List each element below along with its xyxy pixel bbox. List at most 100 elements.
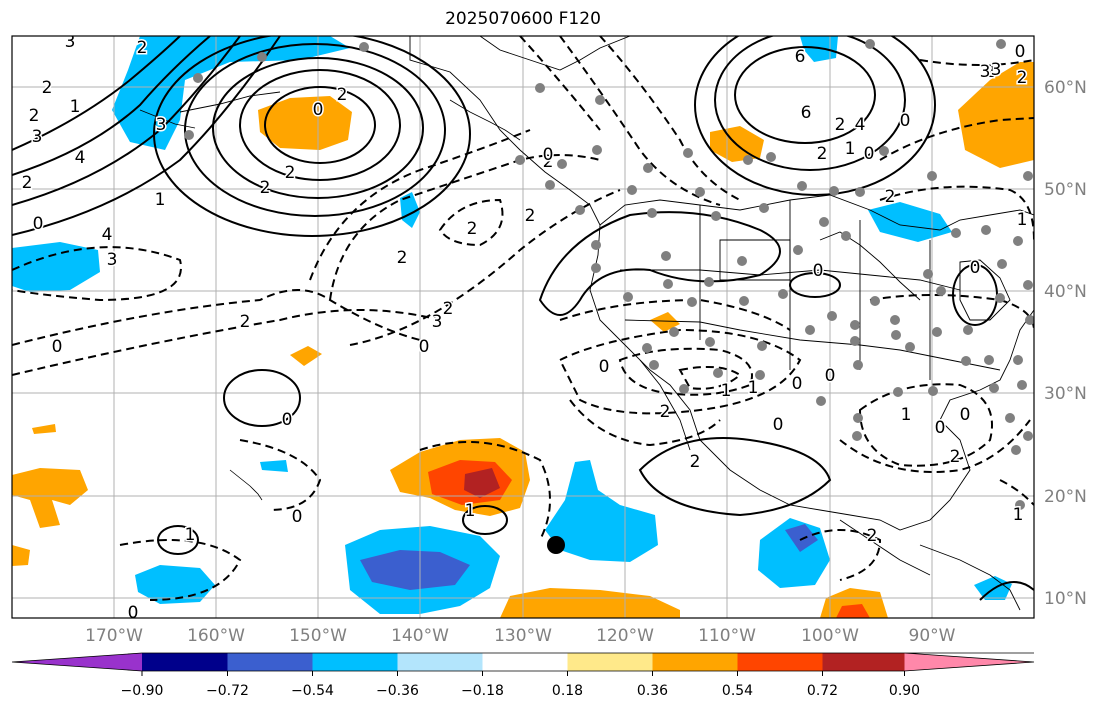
- negative-anomaly-area: [785, 524, 818, 552]
- contour-label: 2: [260, 178, 271, 198]
- negative-anomaly-area: [12, 242, 100, 292]
- colorbar-tick-label: 0.90: [888, 683, 921, 699]
- colorbar-tick-label: −0.36: [376, 683, 419, 699]
- colorbar-overflow-arrow: [904, 653, 1034, 671]
- positive-anomaly-area: [290, 346, 322, 366]
- contour-label: 0: [282, 410, 293, 430]
- contour-label: 2: [660, 402, 671, 422]
- contour-label: 0: [825, 366, 836, 386]
- colorbar-segment: [567, 653, 653, 671]
- colorbar-tick-label: −0.54: [291, 683, 334, 699]
- lon-label: 120°W: [596, 626, 654, 646]
- contour-label: 0: [773, 415, 784, 435]
- contour-label: 2: [22, 173, 33, 193]
- negative-contours: [12, 36, 1034, 601]
- negative-anomaly-area: [260, 460, 288, 472]
- colorbar-tick-label: 0.72: [806, 683, 839, 699]
- contour-label: 1: [465, 501, 476, 521]
- positive-anomaly-area: [258, 96, 352, 150]
- contour-label: 2: [817, 144, 828, 164]
- colorbar-tick-label: 0.18: [551, 683, 584, 699]
- contour-label: 1: [845, 139, 856, 159]
- lon-label: 100°W: [801, 626, 859, 646]
- contour-label: 2: [240, 312, 251, 332]
- negative-anomaly-area: [545, 460, 658, 562]
- colorbar-segment: [227, 653, 313, 671]
- contour-label: 6: [801, 103, 812, 123]
- negative-anomaly-area: [868, 202, 952, 242]
- colorbar-tick-label: −0.90: [120, 683, 164, 699]
- lat-label: 20°N: [1044, 487, 1087, 507]
- lat-label: 50°N: [1044, 180, 1087, 200]
- contour-label: 2: [285, 163, 296, 183]
- positive-anomaly-area: [958, 62, 1034, 168]
- contour-label: 0: [419, 337, 430, 357]
- negative-anomaly-area: [112, 36, 350, 150]
- contour-label: 2: [543, 152, 554, 172]
- contour-label: 2: [443, 299, 454, 319]
- colorbar-segment: [482, 653, 568, 671]
- positive-anomaly-area: [836, 604, 870, 618]
- contour-label: 4: [75, 148, 86, 168]
- colorbar-tick-label: −0.18: [461, 683, 504, 699]
- coastlines: [179, 36, 1034, 611]
- contour-label: 0: [543, 145, 554, 165]
- anomaly-fills: [12, 36, 1034, 618]
- lon-label: 170°W: [85, 626, 143, 646]
- colorbar-tick-label: −0.72: [206, 683, 249, 699]
- lon-label: 90°W: [908, 626, 956, 646]
- lat-label: 60°N: [1044, 78, 1087, 98]
- contour-label: 2: [950, 447, 961, 467]
- contour-label: 0: [599, 357, 610, 377]
- contour-label: 0: [292, 507, 303, 527]
- colorbar-tick-label: 0.54: [721, 683, 754, 699]
- lat-label: 10°N: [1044, 589, 1087, 609]
- contour-label: 0: [970, 258, 981, 278]
- contour-label: 0: [52, 337, 63, 357]
- storm-position-marker: [547, 536, 565, 554]
- contour-label: 2: [1017, 68, 1028, 88]
- contour-label: 0: [33, 214, 44, 234]
- contour-label: 1: [721, 381, 732, 401]
- contour-label: 1: [1017, 210, 1028, 230]
- contour-label: 0: [813, 261, 824, 281]
- contour-label: 2: [42, 78, 53, 98]
- positive-anomaly-area: [12, 545, 30, 566]
- positive-anomaly-area: [32, 424, 56, 434]
- contour-label: 4: [855, 115, 866, 135]
- contour-label: 2: [29, 106, 40, 126]
- contour-label: 0: [313, 100, 324, 120]
- contour-label: 0: [960, 405, 971, 425]
- contour-label: 3: [32, 127, 43, 147]
- contour-label: 0: [792, 374, 803, 394]
- contour-label: 2: [525, 206, 536, 226]
- colorbar-tick-label: 0.36: [636, 683, 669, 699]
- contour-label: 2: [690, 452, 701, 472]
- positive-anomaly-area: [12, 468, 88, 528]
- contour-label: 1: [748, 378, 759, 398]
- contour-label: 0: [128, 603, 139, 623]
- colorbar-segment: [312, 653, 398, 671]
- colorbar-segment: [822, 653, 905, 671]
- contour-label: 2: [885, 187, 896, 207]
- contour-label: 3: [432, 312, 443, 332]
- positive-anomaly-area: [820, 588, 888, 618]
- negative-anomaly-area: [400, 192, 420, 228]
- positive-contours: [12, 36, 1034, 601]
- contour-label: 2: [835, 115, 846, 135]
- lon-label: 140°W: [391, 626, 449, 646]
- colorbar-segment: [652, 653, 738, 671]
- contour-label: 2: [867, 526, 878, 546]
- positive-anomaly-area: [464, 468, 500, 498]
- contour-label: 4: [102, 225, 113, 245]
- contour-label: 1: [185, 525, 196, 545]
- positive-anomaly-area: [650, 312, 680, 332]
- contour-label: 3: [156, 115, 167, 135]
- positive-anomaly-area: [500, 588, 680, 618]
- map-title: 2025070600 F120: [445, 9, 601, 29]
- lon-label: 130°W: [494, 626, 552, 646]
- colorbar: [11, 652, 1035, 676]
